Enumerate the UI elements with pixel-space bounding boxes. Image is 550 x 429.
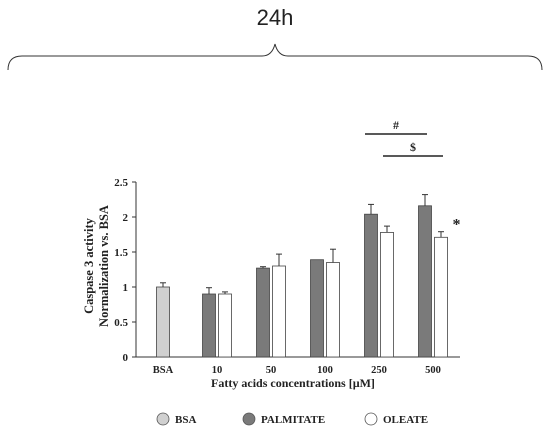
bar-oleate-50 <box>272 265 286 358</box>
y-tick-label: 0 <box>123 352 129 364</box>
bar-palmitate-250 <box>364 213 378 358</box>
y-tick-label: 2 <box>123 212 129 224</box>
x-tick-label: BSA <box>153 365 174 376</box>
x-tick-label: 500 <box>425 365 441 376</box>
bar-palmitate-100 <box>310 259 324 358</box>
legend: BSA PALMITATE OLEATE <box>156 412 428 426</box>
bar-palmitate-10 <box>202 293 216 358</box>
bar-palmitate-50 <box>256 267 270 358</box>
significance-label-hash: # <box>393 118 399 132</box>
bar-oleate-10 <box>218 293 232 358</box>
y-tick-label: 0.5 <box>114 317 128 329</box>
significance-label-dollar: $ <box>410 140 416 154</box>
legend-label-oleate: OLEATE <box>383 414 428 426</box>
legend-marker-oleate <box>364 412 378 426</box>
x-axis-label: Fatty acids concentrations [µM] <box>211 376 375 390</box>
x-tick-label: 250 <box>371 365 387 376</box>
x-tick-label: 50 <box>266 365 277 376</box>
bar-oleate-500 <box>434 236 448 358</box>
legend-label-palmitate: PALMITATE <box>261 414 325 426</box>
y-tick-label: 2.5 <box>114 177 128 189</box>
legend-marker-bsa <box>156 412 170 426</box>
bar-oleate-250 <box>380 231 394 358</box>
x-tick-label: 10 <box>212 365 223 376</box>
y-axis-label-line2: Normalization vs. BSA <box>97 205 111 327</box>
bar-oleate-100 <box>326 262 340 358</box>
time-label: 24h <box>257 5 294 30</box>
bar-bsa-bsa <box>156 286 170 358</box>
header-brace <box>7 43 543 71</box>
y-tick-label: 1.5 <box>114 247 128 259</box>
significance-label-star: * <box>453 217 461 234</box>
legend-label-bsa: BSA <box>175 414 196 426</box>
x-tick-label: 100 <box>317 365 333 376</box>
legend-marker-palmitate <box>242 412 256 426</box>
y-tick-label: 1 <box>123 282 129 294</box>
y-axis-label-line1: Caspase 3 activity <box>82 217 96 314</box>
bar-palmitate-500 <box>418 205 432 358</box>
